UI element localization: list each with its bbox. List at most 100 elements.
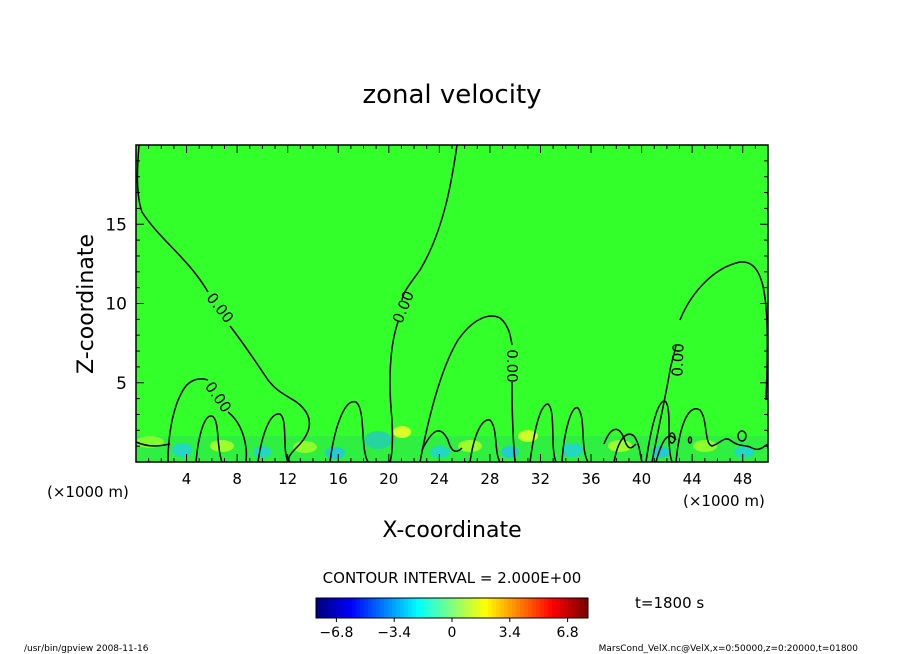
colorbar-cell <box>544 598 549 618</box>
colorbar-cell <box>356 598 361 618</box>
colorbar-tick-label: 6.8 <box>556 625 578 641</box>
contour-line <box>167 378 248 463</box>
colorbar-cell <box>392 598 397 618</box>
colorbar-cell <box>444 598 449 618</box>
contour-label: 0.00 <box>503 349 521 382</box>
colorbar-cell <box>528 598 533 618</box>
colorbar-cell <box>568 598 573 618</box>
colorbar-cell <box>496 598 501 618</box>
colorbar-cell <box>560 598 565 618</box>
colorbar-cell <box>360 598 365 618</box>
colorbar-cell <box>500 598 505 618</box>
colorbar-cell <box>316 598 321 618</box>
x-tick-label: 48 <box>733 470 752 488</box>
colorbar-cell <box>536 598 541 618</box>
colorbar-cell <box>368 598 373 618</box>
y-axis-label: Z-coordinate <box>74 234 99 374</box>
colorbar-cell <box>376 598 381 618</box>
colorbar-cell <box>364 598 369 618</box>
colorbar-cell <box>424 598 429 618</box>
colorbar-cell <box>396 598 401 618</box>
colorbar-cell <box>564 598 569 618</box>
colorbar: −6.8 −3.4 0 3.4 6.8 <box>315 597 589 641</box>
colorbar-cell <box>388 598 393 618</box>
colorbar-cell <box>412 598 417 618</box>
colorbar-cell <box>328 598 333 618</box>
contour-line <box>651 261 769 463</box>
y-tick-label: 5 <box>116 374 127 394</box>
colorbar-tick-label: −3.4 <box>377 625 411 641</box>
colorbar-cell <box>404 598 409 618</box>
colorbar-cell <box>492 598 497 618</box>
x-tick-label: 44 <box>683 470 702 488</box>
colorbar-cell <box>516 598 521 618</box>
colorbar-cell <box>380 598 385 618</box>
colorbar-cell <box>372 598 377 618</box>
contour-line <box>136 144 311 463</box>
x-tick-label: 28 <box>480 470 499 488</box>
colorbar-cell <box>320 598 325 618</box>
contour-interval: CONTOUR INTERVAL = 2.000E+00 <box>323 569 582 587</box>
colorbar-cell <box>340 598 345 618</box>
plot-area: 0.00 0.00 0.00 0.00 0.00 <box>135 144 769 463</box>
chart-title: zonal velocity <box>362 80 541 110</box>
colorbar-cell <box>344 598 349 618</box>
x-tick-label: 20 <box>379 470 398 488</box>
colorbar-cell <box>512 598 517 618</box>
colorbar-cell <box>464 598 469 618</box>
colorbar-cell <box>456 598 461 618</box>
colorbar-cell <box>336 598 341 618</box>
colorbar-cell <box>428 598 433 618</box>
contour-line <box>668 432 676 444</box>
contour-label: 0.00 <box>668 343 687 377</box>
contour-line <box>389 144 458 463</box>
contour-line <box>613 433 677 463</box>
colorbar-cell <box>540 598 545 618</box>
x-axis-label: X-coordinate <box>382 518 521 543</box>
colorbar-cell <box>468 598 473 618</box>
colorbar-cell <box>520 598 525 618</box>
colorbar-cell <box>400 598 405 618</box>
colorbar-cell <box>432 598 437 618</box>
colorbar-cell <box>448 598 453 618</box>
colorbar-cell <box>572 598 577 618</box>
x-tick-label: 40 <box>632 470 651 488</box>
colorbar-cell <box>504 598 509 618</box>
colorbar-cell <box>584 598 589 618</box>
colorbar-cell <box>420 598 425 618</box>
colorbar-cell <box>460 598 465 618</box>
colorbar-cell <box>552 598 557 618</box>
x-tick-label: 16 <box>329 470 348 488</box>
y-axis <box>136 144 768 463</box>
x-tick-label: 32 <box>531 470 550 488</box>
colorbar-cell <box>352 598 357 618</box>
x-tick-label: 8 <box>232 470 242 488</box>
colorbar-cell <box>440 598 445 618</box>
x-tick-label: 12 <box>278 470 297 488</box>
colorbar-cell <box>436 598 441 618</box>
x-tick-labels: 4 8 12 16 20 24 28 32 36 40 44 48 <box>182 470 752 488</box>
x-unit-right: (×1000 m) <box>683 492 765 510</box>
colorbar-tick-label: 0 <box>448 625 457 641</box>
y-tick-labels: 5 10 15 <box>105 215 127 394</box>
colorbar-cell <box>480 598 485 618</box>
colorbar-cell <box>452 598 457 618</box>
contour-line <box>419 315 516 463</box>
x-unit-left: (×1000 m) <box>47 483 129 501</box>
x-axis <box>135 145 769 462</box>
colorbar-cell <box>416 598 421 618</box>
time-label: t=1800 s <box>635 594 704 612</box>
colorbar-cell <box>548 598 553 618</box>
contour-line <box>135 400 769 463</box>
colorbar-cell <box>508 598 513 618</box>
colorbar-tick-label: −6.8 <box>319 625 353 641</box>
x-tick-label: 36 <box>581 470 600 488</box>
colorbar-cell <box>348 598 353 618</box>
colorbar-tick-label: 3.4 <box>499 625 521 641</box>
colorbar-cell <box>580 598 585 618</box>
colorbar-cell <box>384 598 389 618</box>
x-tick-label: 4 <box>182 470 192 488</box>
colorbar-cell <box>332 598 337 618</box>
colorbar-cell <box>484 598 489 618</box>
